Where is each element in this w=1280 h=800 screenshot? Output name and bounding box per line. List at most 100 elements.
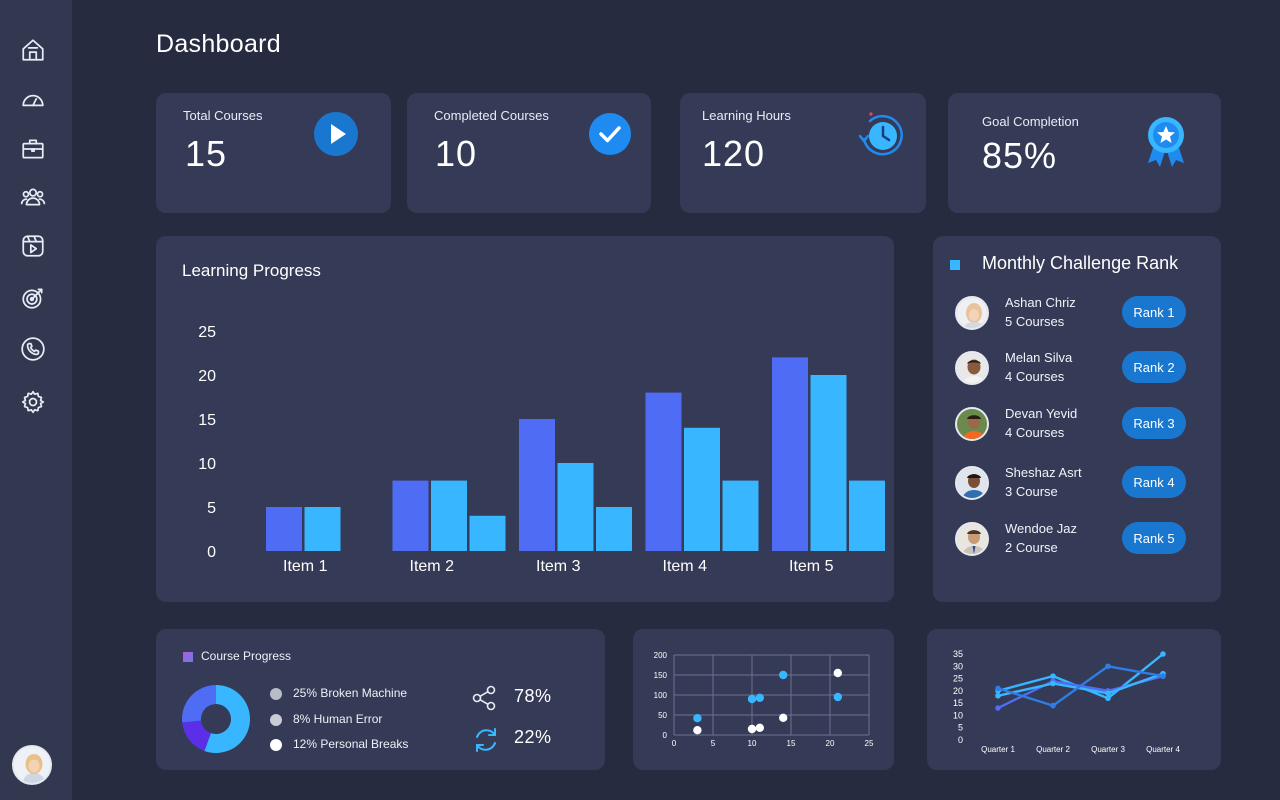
- stat-card-learning-hours[interactable]: Learning Hours 120: [680, 93, 926, 213]
- bar: [469, 515, 506, 551]
- home-icon[interactable]: [19, 36, 47, 64]
- pie-slice: [182, 685, 216, 723]
- x-tick-label: Quarter 3: [1091, 745, 1125, 754]
- scatter-point: [779, 670, 788, 680]
- bar: [722, 480, 759, 551]
- scatter-card: 0 50 100 150 200 0 5 10 15 20 25: [633, 629, 894, 770]
- legend-dot: [270, 739, 282, 751]
- line-point: [1050, 673, 1056, 679]
- metric-value: 22%: [514, 727, 552, 747]
- y-tick-label: 0: [663, 731, 668, 740]
- metric-value: 78%: [514, 686, 552, 706]
- target-icon[interactable]: [19, 284, 47, 312]
- title-marker: [950, 260, 960, 270]
- line-point: [1105, 663, 1111, 670]
- bar: [645, 392, 682, 551]
- course-progress-title: Course Progress: [201, 649, 292, 663]
- page-title: Dashboard: [156, 30, 282, 58]
- x-tick-label: Item 2: [410, 558, 455, 575]
- y-tick-label: 25: [198, 324, 216, 341]
- avatar: [955, 407, 989, 441]
- legend-label: 8% Human Error: [293, 712, 383, 726]
- y-tick-label: 10: [198, 456, 216, 473]
- bar: [266, 507, 302, 551]
- y-tick-label: 30: [953, 661, 963, 671]
- line-point: [995, 685, 1001, 692]
- play-icon: [314, 112, 358, 161]
- rank-row: Devan Yevid 4 Courses Rank 3: [955, 405, 1195, 445]
- gear-icon[interactable]: [19, 388, 47, 416]
- rank-courses: 4 Courses: [1005, 369, 1065, 384]
- rank-button[interactable]: Rank 1: [1122, 296, 1186, 328]
- y-tick-label: 15: [953, 698, 963, 708]
- scatter-point: [693, 726, 702, 735]
- series-line: [997, 674, 1164, 710]
- x-tick-label: Quarter 1: [981, 745, 1015, 754]
- x-tick-label: Item 1: [283, 558, 328, 575]
- line-point: [995, 705, 1001, 711]
- donut-chart: [182, 685, 250, 753]
- check-icon: [589, 113, 631, 160]
- x-tick-label: 5: [711, 739, 716, 748]
- speedometer-icon[interactable]: [19, 86, 47, 114]
- bar: [810, 375, 847, 551]
- line-point: [1105, 695, 1111, 702]
- stat-card-goal-completion[interactable]: Goal Completion 85%: [948, 93, 1221, 213]
- award-badge-icon: [1144, 115, 1188, 172]
- phone-icon[interactable]: [19, 335, 47, 363]
- stat-value: 120: [702, 133, 766, 174]
- x-tick-label: Quarter 2: [1036, 745, 1070, 754]
- avatar[interactable]: [12, 745, 52, 785]
- rank-row: Melan Silva 4 Courses Rank 2: [955, 349, 1195, 389]
- bar-chart: 0 5 10 15 20 25 Item 1 Item 2 Item 3 Item 4 Item 5: [198, 324, 885, 575]
- y-tick-label: 100: [654, 691, 668, 700]
- avatar: [955, 351, 989, 385]
- briefcase-icon[interactable]: [19, 135, 47, 163]
- rank-courses: 5 Courses: [1005, 314, 1065, 329]
- rank-name: Ashan Chriz: [1005, 295, 1076, 310]
- stat-value: 85%: [982, 135, 1058, 176]
- rank-button[interactable]: Rank 2: [1122, 351, 1186, 383]
- bar: [431, 480, 467, 551]
- scatter-point: [833, 668, 842, 678]
- y-tick-label: 5: [958, 723, 963, 733]
- stat-label: Total Courses: [183, 108, 263, 123]
- line-point: [1105, 690, 1111, 697]
- stat-card-total-courses[interactable]: Total Courses 15: [156, 93, 391, 213]
- pie-slice: [182, 720, 211, 751]
- rank-button[interactable]: Rank 5: [1122, 522, 1186, 554]
- line-point: [1160, 673, 1166, 679]
- avatar: [955, 522, 989, 556]
- bar: [772, 357, 808, 551]
- share-icon[interactable]: [471, 684, 499, 717]
- users-icon[interactable]: [19, 183, 47, 211]
- series-line: [997, 672, 1164, 697]
- rank-row: Sheshaz Asrt 3 Course Rank 4: [955, 464, 1195, 504]
- x-tick-label: Item 3: [536, 558, 581, 575]
- chart-title: Learning Progress: [182, 261, 321, 280]
- sidebar: [0, 0, 72, 800]
- rank-button[interactable]: Rank 3: [1122, 407, 1186, 439]
- video-play-icon[interactable]: [19, 232, 47, 260]
- bar: [849, 480, 885, 551]
- y-tick-label: 150: [654, 671, 668, 680]
- stat-value: 10: [435, 133, 478, 174]
- rank-title: Monthly Challenge Rank: [982, 253, 1179, 273]
- x-tick-label: Item 4: [663, 558, 708, 575]
- bar: [596, 507, 632, 551]
- scatter-point: [755, 723, 764, 732]
- legend-dot: [270, 688, 282, 700]
- legend-label: 25% Broken Machine: [293, 686, 408, 700]
- refresh-icon[interactable]: [471, 725, 501, 760]
- bar: [557, 463, 594, 551]
- rank-name: Wendoe Jaz: [1005, 521, 1078, 536]
- line-chart: 0 5 10 15 20 25 30 35 Quarter 1 Quarter 2 Quarter …: [953, 649, 1180, 754]
- stat-card-completed-courses[interactable]: Completed Courses 10: [407, 93, 651, 213]
- legend-dot: [270, 714, 282, 726]
- y-tick-label: 25: [953, 674, 963, 684]
- y-tick-label: 0: [958, 735, 963, 745]
- bar: [304, 507, 341, 551]
- rank-button[interactable]: Rank 4: [1122, 466, 1186, 498]
- scatter-point: [747, 694, 757, 704]
- line-card: 0 5 10 15 20 25 30 35 Quarter 1 Quarter 2 Quarter …: [927, 629, 1221, 770]
